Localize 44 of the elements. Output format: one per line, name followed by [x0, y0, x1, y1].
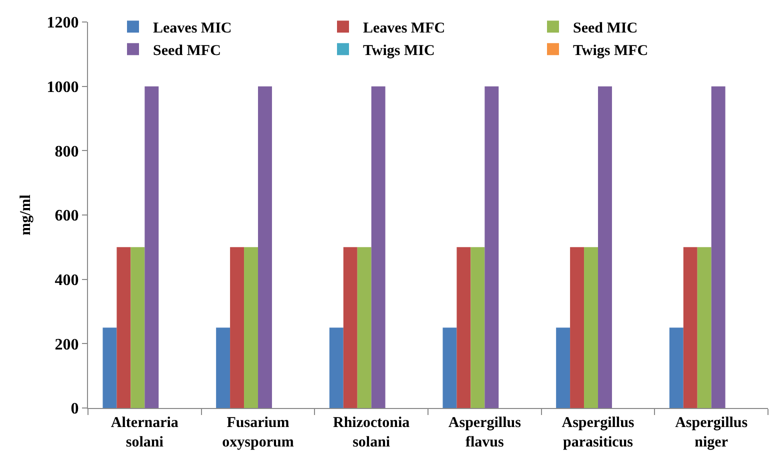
bar — [683, 247, 698, 408]
y-tick-label: 0 — [70, 400, 79, 418]
bar — [244, 247, 258, 408]
bar — [556, 328, 570, 408]
bar — [371, 86, 386, 408]
bar — [116, 247, 131, 408]
bar — [570, 247, 584, 408]
bar — [343, 247, 358, 408]
bar — [456, 247, 471, 408]
legend-label: Seed MIC — [573, 20, 638, 37]
bar — [484, 86, 499, 408]
bar — [144, 86, 159, 408]
legend-label: Twigs MIC — [363, 43, 435, 60]
x-tick-label: Rhizoctonia solani — [332, 415, 410, 450]
bar — [442, 328, 457, 408]
x-tick-label: Alternaria solani — [110, 415, 179, 450]
bar — [711, 86, 726, 408]
bar — [258, 86, 272, 408]
y-tick-label: 400 — [54, 272, 79, 289]
y-tick-label: 800 — [54, 143, 79, 160]
bar — [329, 328, 344, 408]
x-tick-label: Aspergillus parasiticus — [562, 415, 634, 450]
bar — [357, 247, 372, 408]
x-tick-label: Aspergillus niger — [675, 415, 748, 450]
y-axis-title: mg/ml — [18, 194, 34, 236]
bar — [230, 247, 244, 408]
y-tick-label: 1000 — [46, 78, 79, 96]
y-tick-label: 1200 — [46, 14, 79, 32]
bar — [697, 247, 712, 408]
bar — [470, 247, 485, 408]
y-tick-label: 200 — [54, 336, 79, 354]
legend-label: Leaves MIC — [153, 20, 232, 37]
bar — [130, 247, 145, 408]
legend-label: Seed MFC — [153, 43, 221, 60]
legend-label: Leaves MFC — [363, 20, 446, 37]
x-tick-label: Aspergillus flavus — [448, 415, 522, 450]
bar — [102, 328, 117, 408]
bar — [584, 247, 598, 408]
x-tick-label: Fusarium oxysporum — [222, 415, 294, 450]
bar — [669, 328, 684, 408]
y-tick-label: 600 — [54, 208, 79, 225]
bar — [598, 86, 612, 408]
bar — [216, 328, 230, 408]
legend-label: Twigs MFC — [573, 43, 648, 60]
